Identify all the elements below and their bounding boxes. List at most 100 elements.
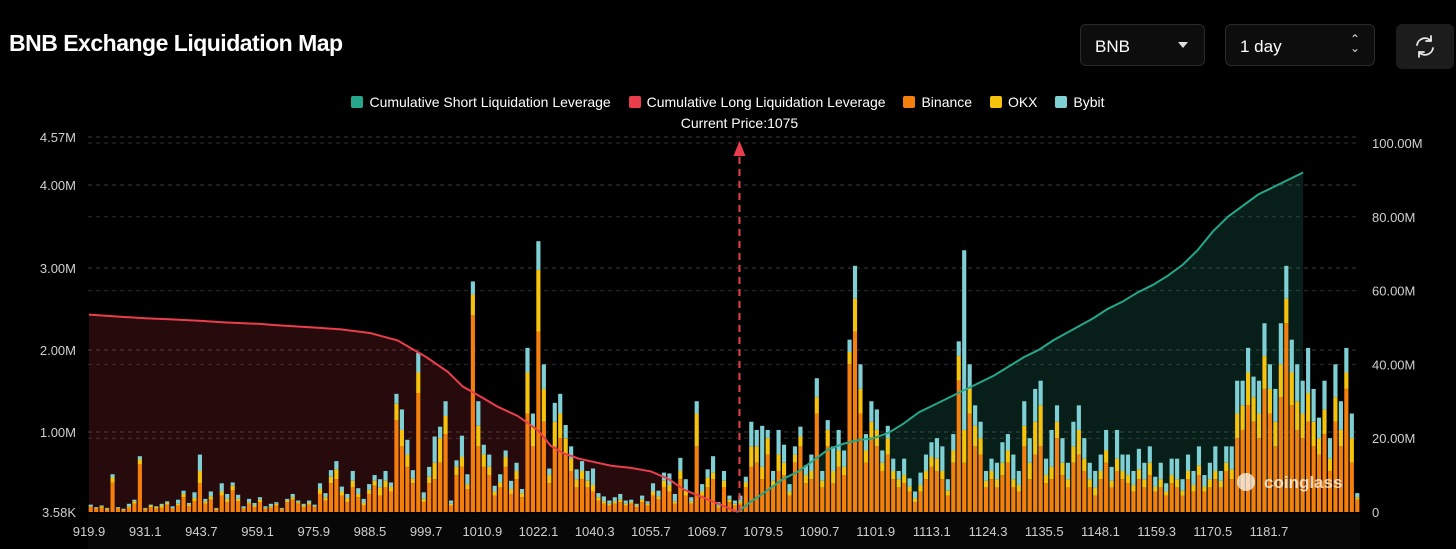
- legend-item-binance[interactable]: Binance: [903, 94, 972, 110]
- bybit-bar: [956, 341, 961, 357]
- bybit-bar: [1005, 434, 1010, 451]
- legend-item-long-cumulative[interactable]: Cumulative Long Liquidation Leverage: [628, 94, 886, 110]
- okx-bar: [165, 502, 170, 505]
- bybit-bar: [732, 500, 737, 504]
- okx-bar: [601, 501, 606, 504]
- symbol-select[interactable]: BNB: [1080, 24, 1205, 66]
- bybit-bar: [1306, 347, 1311, 394]
- okx-bar: [831, 470, 836, 484]
- okx-bar: [317, 489, 323, 494]
- bybit-bar: [110, 474, 115, 478]
- okx-bar: [1175, 479, 1180, 488]
- okx-bar: [1316, 438, 1322, 455]
- binance-bar: [317, 493, 323, 512]
- bybit-bar: [1284, 265, 1289, 299]
- okx-bar: [803, 475, 808, 484]
- binance-bar: [1033, 454, 1038, 512]
- bybit-bar: [1349, 413, 1354, 439]
- legend-item-short-cumulative[interactable]: Cumulative Short Liquidation Leverage: [351, 94, 611, 110]
- bybit-bar: [656, 490, 661, 497]
- legend-item-okx[interactable]: OKX: [989, 94, 1038, 110]
- okx-bar: [1038, 405, 1043, 447]
- bybit-bar: [623, 500, 628, 504]
- bybit-bar: [689, 497, 694, 502]
- bybit-bar: [1054, 405, 1060, 422]
- okx-bar: [530, 425, 536, 447]
- bybit-bar: [1235, 380, 1240, 414]
- bybit-bar: [94, 507, 99, 508]
- bybit-bar: [1300, 380, 1305, 414]
- okx-bar: [290, 497, 295, 500]
- binance-bar: [509, 493, 514, 512]
- x-axis-band: [88, 514, 1360, 549]
- binance-bar: [607, 505, 612, 512]
- bybit-bar: [629, 499, 634, 503]
- x-tick-label: 919.9: [73, 524, 106, 539]
- bybit-bar: [481, 444, 486, 455]
- binance-bar: [1246, 405, 1251, 512]
- binance-bar: [465, 489, 470, 512]
- bybit-bar: [241, 506, 246, 508]
- binance-bar: [1355, 499, 1360, 512]
- binance-bar: [1082, 470, 1087, 512]
- okx-bar: [1338, 429, 1343, 447]
- okx-bar: [1011, 479, 1016, 488]
- okx-bar: [798, 436, 803, 447]
- legend-swatch: [1055, 96, 1068, 108]
- okx-bar: [683, 490, 688, 496]
- binance-bar: [973, 446, 978, 512]
- binance-bar: [1136, 479, 1141, 512]
- bybit-bar: [197, 454, 202, 471]
- binance-bar: [820, 487, 825, 512]
- okx-bar: [377, 487, 383, 496]
- period-select[interactable]: 1 day ⌃ ⌄: [1225, 24, 1375, 66]
- binance-bar: [197, 483, 202, 512]
- binance-bar: [1327, 470, 1333, 512]
- okx-bar: [416, 372, 421, 394]
- bybit-bar: [372, 475, 377, 481]
- okx-bar: [596, 497, 601, 501]
- x-tick-label: 1022.1: [519, 524, 559, 539]
- binance-bar: [230, 490, 235, 512]
- binance-bar: [328, 483, 334, 512]
- okx-bar: [989, 470, 994, 480]
- okx-bar: [967, 388, 972, 414]
- bybit-bar: [896, 470, 901, 480]
- okx-bar: [891, 470, 896, 480]
- okx-bar: [945, 490, 950, 496]
- bybit-bar: [1316, 417, 1322, 439]
- bybit-bar: [394, 393, 399, 404]
- bybit-bar: [1251, 376, 1256, 398]
- binance-bar: [356, 497, 361, 512]
- bybit-bar: [781, 444, 787, 463]
- bybit-bar: [1185, 454, 1191, 471]
- bybit-bar: [1164, 483, 1169, 492]
- okx-bar: [1153, 486, 1158, 492]
- binance-bar: [219, 495, 224, 512]
- binance-bar: [1175, 487, 1180, 512]
- legend-item-bybit[interactable]: Bybit: [1055, 94, 1105, 110]
- refresh-button[interactable]: [1396, 24, 1454, 69]
- okx-bar: [438, 438, 443, 463]
- binance-bar: [1196, 475, 1202, 512]
- binance-bar: [645, 505, 650, 512]
- bybit-bar: [863, 434, 869, 451]
- binance-bar: [1016, 491, 1021, 512]
- okx-bar: [541, 388, 546, 422]
- bybit-bar: [683, 479, 688, 491]
- okx-bar: [154, 507, 159, 509]
- binance-bar: [361, 505, 366, 512]
- bybit-bar: [1355, 493, 1360, 498]
- binance-bar: [825, 446, 830, 512]
- binance-bar: [503, 466, 508, 512]
- chevron-down-icon: [1178, 42, 1188, 48]
- okx-bar: [1207, 479, 1212, 488]
- okx-bar: [885, 438, 890, 455]
- okx-bar: [640, 499, 645, 503]
- okx-bar: [672, 501, 677, 504]
- okx-bar: [1093, 487, 1098, 496]
- binance-bar: [176, 505, 181, 512]
- binance-bar: [263, 508, 268, 512]
- okx-bar: [727, 499, 732, 503]
- bybit-bar: [99, 505, 104, 507]
